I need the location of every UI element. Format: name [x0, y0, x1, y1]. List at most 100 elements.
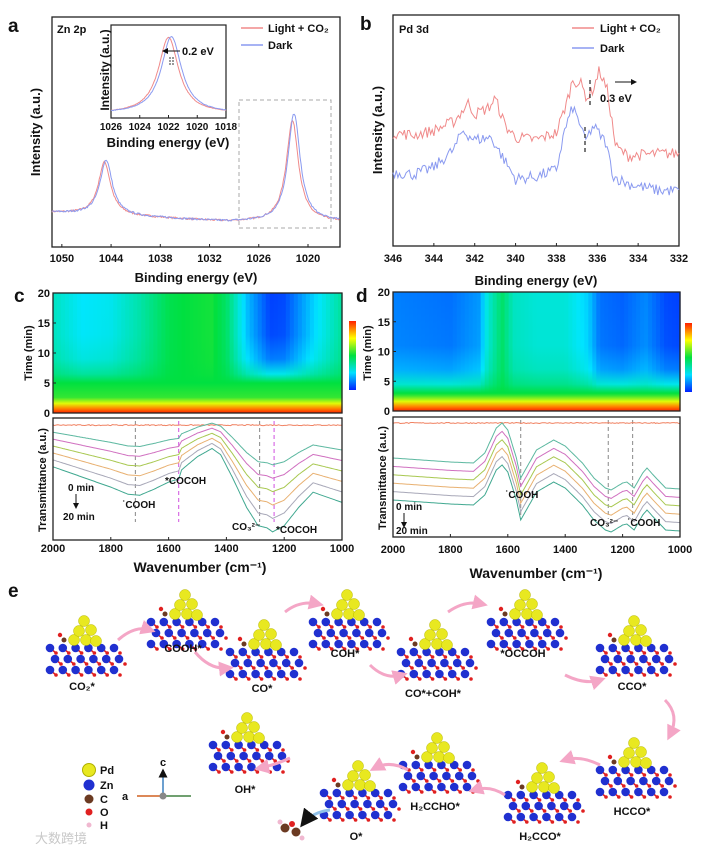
o-atom	[525, 798, 529, 802]
zn-atom	[213, 751, 223, 761]
zn-atom	[555, 628, 565, 638]
o-atom	[379, 796, 384, 800]
pd-atom	[526, 781, 538, 793]
pd-atom	[347, 770, 359, 782]
o-atom	[272, 655, 277, 659]
dark-series-line	[51, 113, 340, 222]
zn-atom	[550, 617, 560, 627]
spectrum-line	[52, 437, 343, 506]
pd-atom	[536, 762, 548, 774]
a-axis-label: a	[122, 791, 129, 803]
shift-annotation: 0.2 eV	[182, 46, 214, 58]
zn-atom	[646, 787, 656, 797]
o-atom	[273, 759, 278, 763]
o-atom	[335, 636, 339, 640]
zn-atom	[460, 669, 470, 679]
zn-atom	[422, 647, 431, 657]
zn-atom	[164, 628, 174, 638]
o-atom	[281, 748, 285, 752]
o-atom	[456, 655, 461, 659]
adsorbate-structure: OH*	[208, 712, 290, 796]
o-atom	[508, 625, 512, 629]
zn-atom	[600, 776, 610, 786]
zn-atom	[185, 617, 194, 627]
reaction-pathway: CO₂*COOH*CO*COH*CO*+COH**OCCOHCCO*HCCO*H…	[45, 589, 681, 843]
zn-atom	[437, 760, 446, 770]
pd-atom	[336, 599, 348, 611]
o-atom	[320, 606, 326, 612]
pd-atom	[438, 741, 450, 753]
zn-atom	[334, 617, 343, 627]
o-atom	[563, 820, 567, 824]
pd-atom	[630, 634, 642, 646]
x-tick-label: 1800	[99, 543, 123, 555]
o-atom	[303, 666, 307, 670]
text-layer: a Zn 2p Intensity (a.u.) Binding energy (eV…	[8, 14, 661, 846]
o-atom	[508, 647, 512, 651]
zn-atom	[334, 639, 343, 649]
o-atom	[366, 818, 371, 822]
o-atom	[474, 666, 478, 670]
heatmap-column	[528, 292, 534, 411]
x-tick-label: 344	[425, 253, 444, 265]
o-atom	[647, 662, 652, 666]
c-atom	[335, 782, 341, 788]
zn-atom	[454, 771, 464, 781]
o-atom	[533, 647, 538, 651]
heatmap-column	[245, 293, 251, 413]
heatmap-column	[408, 292, 414, 411]
heatmap-column	[456, 292, 462, 411]
o-atom	[368, 625, 373, 629]
o-atom	[607, 632, 613, 638]
pd-atom	[431, 732, 443, 744]
zn-atom	[308, 617, 318, 627]
o-atom	[84, 662, 89, 666]
zn-atom	[442, 771, 451, 781]
o-atom	[330, 625, 334, 629]
state-label: O*	[350, 831, 364, 843]
zn-atom	[221, 762, 231, 772]
heatmap-column	[85, 293, 90, 413]
pathway-arrow	[468, 780, 506, 797]
heatmap-column	[520, 292, 526, 411]
spectrum-line	[52, 432, 343, 493]
adsorbate-structure: O*	[319, 760, 401, 843]
zn-atom	[289, 669, 299, 679]
o-atom	[642, 651, 647, 655]
o-atom	[405, 677, 409, 681]
o-atom	[123, 662, 127, 666]
panel-letter: c	[14, 286, 25, 307]
heatmap-column	[65, 293, 70, 413]
spectrum-line	[392, 422, 681, 491]
o-atom	[520, 647, 525, 651]
zn-atom	[508, 801, 518, 811]
plot-frame	[392, 14, 680, 247]
heatmap-column	[532, 292, 538, 411]
zn-atom	[185, 639, 194, 649]
o-atom-icon	[85, 808, 93, 816]
pd-atom	[635, 624, 647, 636]
zn-atom	[452, 658, 462, 668]
plot-frame	[52, 417, 343, 541]
zn-atom	[339, 628, 348, 638]
zn-atom	[512, 617, 521, 627]
heatmap-column	[440, 292, 446, 411]
o-atom	[655, 673, 659, 677]
o-atom	[629, 795, 634, 799]
o-atom	[418, 655, 422, 659]
state-label: H₂CCO*	[519, 831, 561, 843]
x-tick-label: 346	[384, 253, 402, 265]
o-atom	[217, 770, 221, 774]
pd-atom-icon	[82, 763, 96, 777]
zn-atom	[294, 658, 304, 668]
o-atom	[500, 636, 504, 640]
heatmap-column	[560, 292, 566, 411]
panel-c: 0 5 10 15 20 2000 1800 1600 1400 1200 1000 ˙COOH *CO…	[38, 288, 356, 555]
o-atom	[407, 790, 411, 794]
o-atom	[537, 820, 542, 824]
o-atom	[67, 673, 71, 677]
pd-atom	[179, 589, 191, 601]
band-label: ˙COOH	[122, 500, 155, 511]
heatmap-column	[329, 293, 335, 413]
heatmap-column	[580, 292, 585, 411]
